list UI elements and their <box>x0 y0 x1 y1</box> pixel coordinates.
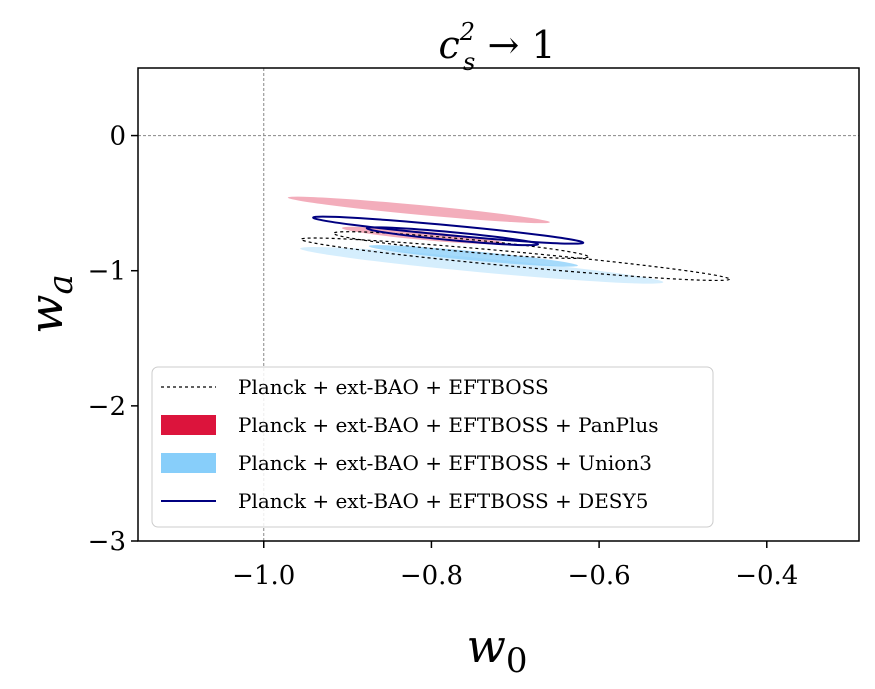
plot-frame <box>137 67 860 542</box>
title-base: c <box>438 23 459 67</box>
legend-entry-panplus: Planck + ext-BAO + EFTBOSS + PanPlus <box>161 413 659 437</box>
base-contour-95 <box>300 237 731 282</box>
legend-box <box>151 366 714 528</box>
panplus-contour-95 <box>287 196 550 224</box>
y-tick-label: −1 <box>88 257 126 287</box>
y-axis-label-base: w <box>19 294 73 333</box>
x-axis-label: w0 <box>466 619 527 681</box>
title-rest: → 1 <box>475 23 555 67</box>
x-axis: −1.0 −0.8 −0.6 −0.4 <box>232 541 798 591</box>
title-sub: s <box>463 48 475 76</box>
legend-entry-desy5: Planck + ext-BAO + EFTBOSS + DESY5 <box>161 489 648 513</box>
x-tick-label: −1.0 <box>232 561 295 591</box>
y-axis-label-sub: a <box>41 274 81 294</box>
x-axis-label-base: w <box>466 619 505 673</box>
union3-contour-68 <box>368 245 578 267</box>
desy5-contour-95 <box>312 215 585 245</box>
y-tick-label: −3 <box>88 527 126 557</box>
legend-swatch-union3 <box>161 453 216 473</box>
x-axis-label-sub: 0 <box>506 641 528 681</box>
chart-title: c2 s → 1 <box>438 18 555 76</box>
y-axis-label: wa <box>19 274 81 334</box>
x-tick-label: −0.8 <box>400 561 463 591</box>
legend-label-base: Planck + ext-BAO + EFTBOSS <box>238 375 549 399</box>
y-tick-label: −2 <box>88 392 126 422</box>
legend: Planck + ext-BAO + EFTBOSS Planck + ext-… <box>151 366 714 528</box>
legend-entry-base: Planck + ext-BAO + EFTBOSS <box>161 375 549 399</box>
y-tick-label: 0 <box>109 122 126 152</box>
legend-swatch-panplus <box>161 415 216 435</box>
desy5-contour-68 <box>365 226 540 247</box>
x-tick-label: −0.6 <box>568 561 631 591</box>
desy5-contours <box>312 215 585 247</box>
title-sup: 2 <box>459 18 475 46</box>
contour-layer <box>287 196 731 284</box>
union3-contour-95 <box>300 247 664 284</box>
x-tick-label: −0.4 <box>735 561 798 591</box>
reference-lines <box>138 68 859 541</box>
legend-label-union3: Planck + ext-BAO + EFTBOSS + Union3 <box>238 451 652 475</box>
legend-label-desy5: Planck + ext-BAO + EFTBOSS + DESY5 <box>238 489 648 513</box>
y-axis: 0 −1 −2 −3 <box>88 122 138 557</box>
legend-label-panplus: Planck + ext-BAO + EFTBOSS + PanPlus <box>238 413 659 437</box>
union3-contours <box>300 245 664 284</box>
legend-entry-union3: Planck + ext-BAO + EFTBOSS + Union3 <box>161 451 652 475</box>
